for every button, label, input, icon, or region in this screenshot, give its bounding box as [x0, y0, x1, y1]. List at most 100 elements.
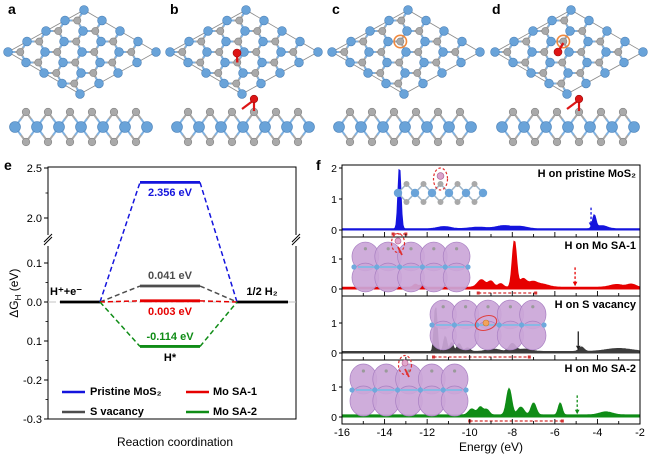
inset-mo-atom [541, 322, 547, 328]
s-atom [72, 37, 81, 46]
mo-atom [39, 68, 49, 78]
legend-label-pristine: Pristine MoS₂ [90, 386, 162, 398]
s-atom [251, 69, 260, 77]
inset-h-bond [397, 246, 403, 256]
y-tick-label: 0 [331, 412, 337, 424]
mo-atom [40, 47, 50, 57]
mo-atom [133, 36, 143, 47]
inset-h-atom [401, 359, 409, 367]
mo-atom [276, 47, 286, 57]
s-atom [270, 58, 279, 67]
s-atom [345, 137, 355, 147]
connector-line [99, 300, 141, 303]
y-tick-label: 0.1 [27, 258, 42, 270]
inset-s-atom [386, 247, 390, 251]
energy-axis-label: Energy (eV) [458, 440, 524, 454]
s-atom [595, 58, 604, 67]
inset-s-atom [363, 247, 367, 251]
panel-label-a: a [8, 1, 16, 17]
mo-atom [606, 121, 618, 133]
s-atom [367, 137, 377, 147]
inset-s-atom [531, 305, 535, 309]
bracket-end [527, 355, 531, 359]
s-atom [340, 48, 349, 56]
inset-mo-atom [410, 188, 420, 198]
s-atom [87, 137, 97, 147]
mo-atom [9, 121, 21, 133]
s-atom [522, 37, 531, 46]
s-atom [252, 48, 261, 56]
mo-atom [240, 26, 250, 36]
axis-break [43, 233, 53, 243]
axis-break [291, 233, 301, 243]
bracket-end [560, 419, 564, 423]
marker-arrowhead [572, 281, 578, 287]
y-axis-label-sub: H [14, 294, 24, 301]
x-tick-label: -8 [507, 427, 517, 439]
s-atom [70, 79, 79, 88]
s-atom [376, 69, 385, 77]
s-atom [65, 137, 75, 147]
mo-atom [437, 68, 447, 78]
s-atom [539, 69, 548, 77]
inset-h-atom [436, 172, 445, 180]
mo-atom [401, 47, 411, 57]
s-atom [433, 137, 443, 147]
s-atom [552, 137, 562, 147]
connector-line [199, 182, 238, 303]
s-atom [16, 48, 25, 56]
s-atom [73, 16, 82, 25]
y-axis-label: ΔGH (eV) [7, 238, 23, 348]
mo-atom [381, 78, 391, 89]
s-atom [131, 137, 141, 147]
panel-f: 0 1 2 0 1 0 1 0 1 -16 -14 -12 -10 -8 -6 -4 -2 f H on pri… [310, 155, 650, 460]
mo-atom [584, 121, 596, 133]
panel-label-e: e [4, 157, 12, 173]
marker-arrowhead [575, 345, 581, 351]
mo-atom [237, 121, 249, 133]
mo-atom [95, 57, 105, 68]
y-axis-label-main: ΔG [6, 300, 21, 318]
s-atom [451, 48, 460, 56]
panel-c: c [324, 0, 487, 155]
inset-s-atom [464, 305, 468, 309]
s-atom [89, 69, 98, 77]
mo-atom [438, 47, 448, 57]
panel-label-b: b [170, 1, 179, 17]
y-tick-label: 0.1 [27, 336, 42, 348]
s-atom [178, 48, 187, 56]
mo-atom [171, 121, 183, 133]
structure-pristine-mos2 [3, 5, 161, 147]
mo-atom [421, 15, 431, 26]
y-tick-label: 0 [331, 225, 337, 237]
mo-atom [563, 68, 573, 78]
inset-mo-atom [427, 188, 437, 198]
x-tick-label: -16 [334, 427, 350, 439]
inset-isosurface [519, 320, 547, 351]
mo-atom [346, 36, 356, 47]
y-tick-label: 1 [331, 318, 337, 330]
mo-atom [275, 68, 285, 78]
level-value-pristine: 2.356 eV [147, 187, 193, 199]
inset-h-highlight-circle [432, 167, 449, 191]
s-atom [345, 107, 355, 117]
s-atom [87, 107, 97, 117]
mo-atom [508, 57, 518, 68]
inset-s-atom [437, 181, 444, 187]
mo-atom [383, 36, 393, 47]
s-atom [271, 37, 280, 46]
mo-atom [257, 57, 267, 68]
mo-atom [79, 5, 89, 15]
mo-atom [132, 57, 142, 68]
mo-atom [545, 57, 555, 68]
mo-atom [184, 36, 194, 47]
connector-line [199, 301, 238, 347]
adsorbed-state-label: H* [163, 352, 177, 364]
s-atom [21, 137, 31, 147]
s-atom [558, 58, 567, 67]
mo-atom [565, 26, 575, 36]
panel-b: b [162, 0, 325, 155]
s-atom [596, 137, 606, 147]
level-value-s-vacancy: 0.041 eV [147, 270, 193, 282]
